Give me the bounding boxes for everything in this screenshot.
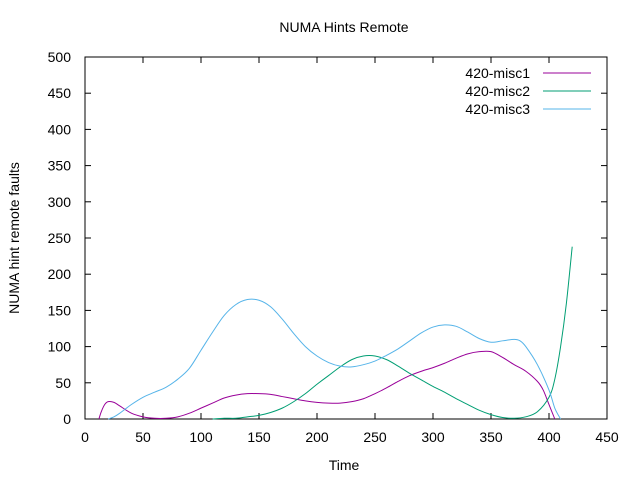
y-axis-title: NUMA hint remote faults — [6, 162, 22, 314]
legend: 420-misc1 420-misc2 420-misc3 — [465, 65, 591, 117]
y-tick-label: 200 — [48, 266, 72, 282]
legend-label: 420-misc2 — [465, 83, 530, 99]
series-line-420-misc3 — [108, 298, 562, 420]
legend-label: 420-misc1 — [465, 65, 530, 81]
y-tick-label: 400 — [48, 121, 72, 137]
y-tick-label: 150 — [48, 302, 72, 318]
y-tick-label: 350 — [48, 158, 72, 174]
legend-label: 420-misc3 — [465, 101, 530, 117]
chart-title: NUMA Hints Remote — [279, 19, 408, 35]
y-tick-label: 300 — [48, 194, 72, 210]
x-tick-label: 350 — [479, 429, 503, 445]
y-tick-label: 250 — [48, 230, 72, 246]
x-tick-label: 400 — [537, 429, 561, 445]
series-lines — [98, 246, 573, 420]
x-tick-label: 50 — [135, 429, 151, 445]
series-line-420-misc2 — [212, 246, 573, 420]
x-axis-ticks: 0 50 100 150 200 250 300 350 400 450 — [81, 57, 619, 445]
x-tick-label: 100 — [189, 429, 213, 445]
x-tick-label: 200 — [305, 429, 329, 445]
x-tick-label: 450 — [595, 429, 619, 445]
y-tick-label: 100 — [48, 339, 72, 355]
x-tick-label: 250 — [363, 429, 387, 445]
y-tick-label: 50 — [55, 375, 71, 391]
x-tick-label: 150 — [247, 429, 271, 445]
y-tick-label: 450 — [48, 85, 72, 101]
y-axis-ticks: 0 50 100 150 200 250 300 350 400 450 500 — [48, 49, 607, 427]
x-tick-label: 0 — [81, 429, 89, 445]
y-tick-label: 500 — [48, 49, 72, 65]
y-tick-label: 0 — [63, 411, 71, 427]
x-axis-title: Time — [329, 457, 360, 473]
x-tick-label: 300 — [421, 429, 445, 445]
series-line-420-misc1 — [98, 350, 556, 420]
